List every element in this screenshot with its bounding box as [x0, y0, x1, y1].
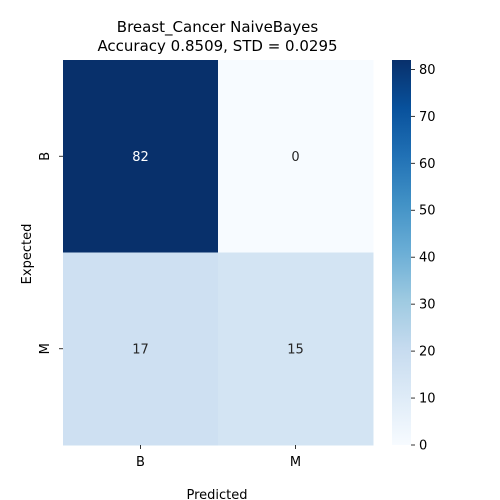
y-axis-label: Expected [20, 224, 35, 285]
chart-title-line-1: Breast_Cancer NaiveBayes [116, 18, 319, 36]
cell-value-label: 0 [291, 150, 299, 165]
chart-title-line-2: Accuracy 0.8509, STD = 0.0295 [97, 37, 338, 55]
x-tick-label: M [290, 455, 301, 470]
y-axis: BM [38, 152, 63, 354]
heatmap-cell-M-M [218, 252, 374, 446]
cell-annotations: 82 0 17 15 [132, 150, 304, 358]
heatmap-cell-M-B [63, 252, 219, 446]
colorbar-tick-label: 40 [419, 251, 436, 266]
cell-value-label: 17 [132, 342, 149, 357]
y-tick-label: M [38, 343, 53, 354]
colorbar-tick-label: 30 [419, 298, 436, 313]
colorbar-tick-label: 50 [419, 204, 436, 219]
cell-value-label: 15 [287, 342, 304, 357]
colorbar-ticks: 0 10 20 30 40 50 60 70 80 [411, 63, 436, 454]
colorbar-tick-label: 70 [419, 110, 436, 125]
colorbar-tick-label: 60 [419, 157, 436, 172]
y-tick-label: B [38, 152, 53, 161]
colorbar [392, 60, 411, 445]
heatmap-cells [63, 60, 374, 446]
x-tick-label: B [136, 455, 145, 470]
heatmap-cell-B-B [63, 60, 219, 253]
colorbar-tick-label: 20 [419, 345, 436, 360]
colorbar-tick-label: 10 [419, 392, 436, 407]
colorbar-tick-label: 80 [419, 63, 436, 78]
cell-value-label: 82 [132, 150, 149, 165]
heatmap-cell-B-M [218, 60, 374, 253]
x-axis-label: Predicted [186, 488, 247, 500]
colorbar-tick-label: 0 [419, 439, 427, 454]
